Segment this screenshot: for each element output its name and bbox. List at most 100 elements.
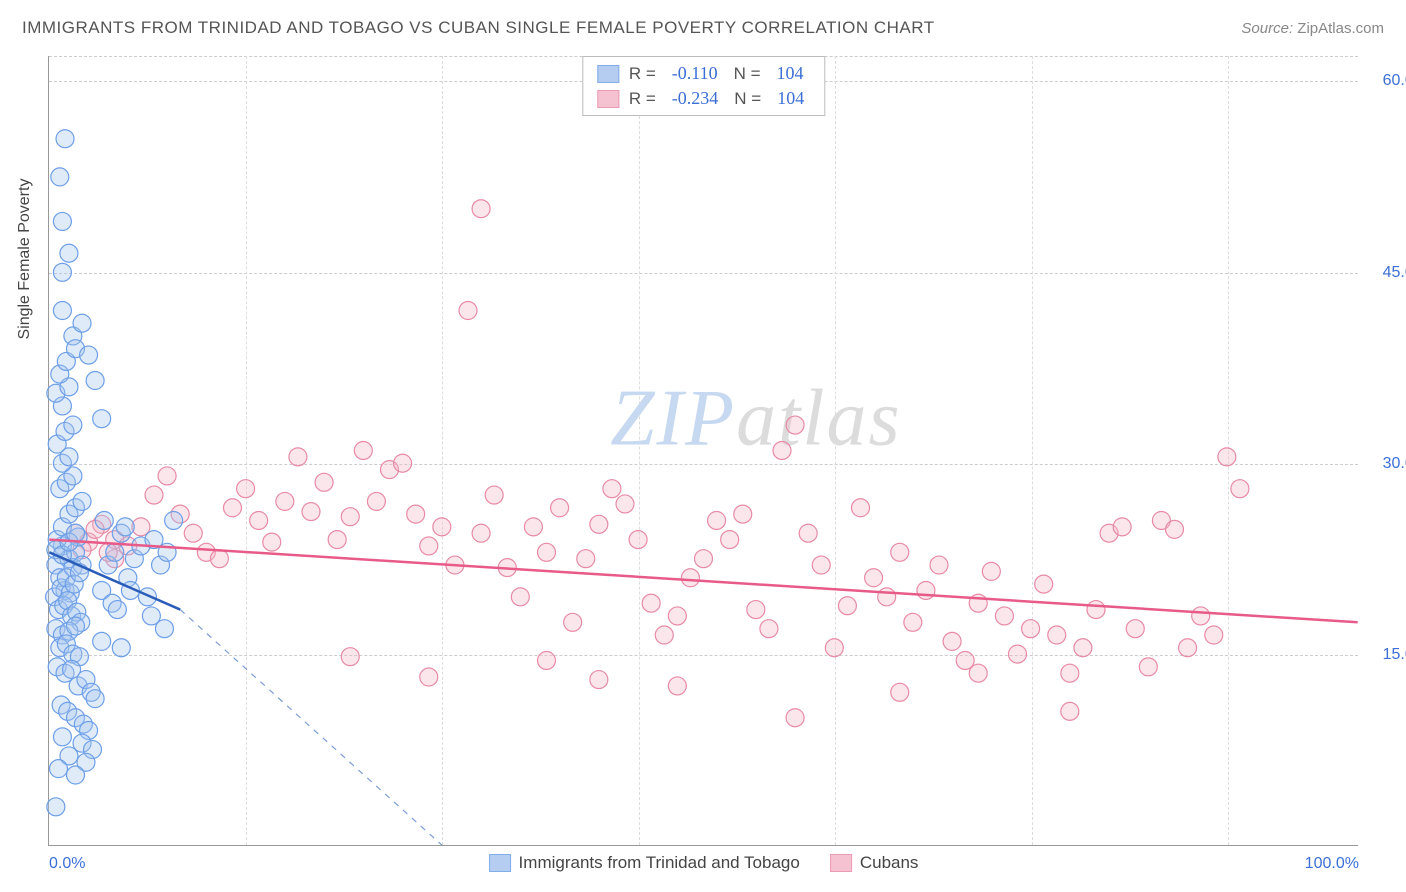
source-label: Source: <box>1241 20 1293 37</box>
source-attribution: Source: ZipAtlas.com <box>1241 20 1384 37</box>
scatter-point <box>224 499 242 517</box>
bottom-legend: Immigrants from Trinidad and Tobago Cuba… <box>489 853 919 873</box>
scatter-plot-svg <box>49 56 1358 845</box>
scatter-point <box>93 410 111 428</box>
scatter-point <box>394 454 412 472</box>
source-value: ZipAtlas.com <box>1297 20 1384 37</box>
swatch-series-0 <box>597 65 619 83</box>
scatter-point <box>47 798 65 816</box>
scatter-point <box>616 495 634 513</box>
scatter-point <box>250 512 268 530</box>
scatter-point <box>878 588 896 606</box>
scatter-point <box>551 499 569 517</box>
scatter-point <box>721 531 739 549</box>
scatter-point <box>812 556 830 574</box>
scatter-point <box>1166 520 1184 538</box>
scatter-point <box>642 594 660 612</box>
scatter-point <box>1048 626 1066 644</box>
x-tick-label: 100.0% <box>1305 855 1359 873</box>
scatter-point <box>210 550 228 568</box>
scatter-point <box>564 613 582 631</box>
scatter-point <box>64 416 82 434</box>
scatter-point <box>53 728 71 746</box>
scatter-point <box>165 512 183 530</box>
stats-row-series-0: R = -0.110 N = 104 <box>597 61 810 86</box>
scatter-point <box>86 372 104 390</box>
y-tick-label: 60.0% <box>1368 72 1406 90</box>
scatter-point <box>865 569 883 587</box>
n-value-1: 104 <box>777 88 804 109</box>
scatter-point <box>524 518 542 536</box>
legend-item-1: Cubans <box>830 853 919 873</box>
scatter-point <box>367 492 385 510</box>
chart-title: IMMIGRANTS FROM TRINIDAD AND TOBAGO VS C… <box>22 18 935 38</box>
scatter-point <box>825 639 843 657</box>
scatter-point <box>734 505 752 523</box>
scatter-point <box>289 448 307 466</box>
scatter-point <box>668 677 686 695</box>
n-label-1: N = <box>734 89 761 109</box>
scatter-point <box>95 512 113 530</box>
scatter-point <box>538 651 556 669</box>
scatter-point <box>459 302 477 320</box>
scatter-point <box>472 524 490 542</box>
scatter-point <box>668 607 686 625</box>
scatter-point <box>472 200 490 218</box>
scatter-point <box>511 588 529 606</box>
trend-line-extrapolation <box>180 610 442 845</box>
scatter-point <box>695 550 713 568</box>
y-axis-title: Single Female Poverty <box>16 179 34 340</box>
scatter-point <box>53 263 71 281</box>
scatter-point <box>112 639 130 657</box>
chart-plot-area: ZIPatlas R = -0.110 N = 104 R = -0.234 N… <box>48 56 1358 846</box>
scatter-point <box>1179 639 1197 657</box>
scatter-point <box>263 533 281 551</box>
r-value-1: -0.234 <box>672 88 719 109</box>
scatter-point <box>747 601 765 619</box>
scatter-point <box>67 766 85 784</box>
scatter-point <box>433 518 451 536</box>
scatter-point <box>158 467 176 485</box>
scatter-point <box>891 543 909 561</box>
scatter-point <box>116 518 134 536</box>
scatter-point <box>943 632 961 650</box>
scatter-point <box>917 581 935 599</box>
scatter-point <box>852 499 870 517</box>
scatter-point <box>1205 626 1223 644</box>
scatter-point <box>590 671 608 689</box>
scatter-point <box>904 613 922 631</box>
scatter-point <box>786 416 804 434</box>
scatter-point <box>420 668 438 686</box>
y-tick-label: 45.0% <box>1368 264 1406 282</box>
scatter-point <box>354 442 372 460</box>
scatter-point <box>838 597 856 615</box>
scatter-point <box>773 442 791 460</box>
stats-legend-box: R = -0.110 N = 104 R = -0.234 N = 104 <box>582 56 825 116</box>
scatter-point <box>1139 658 1157 676</box>
scatter-point <box>982 562 1000 580</box>
scatter-point <box>67 524 85 542</box>
legend-label-0: Immigrants from Trinidad and Tobago <box>519 853 800 873</box>
scatter-point <box>1192 607 1210 625</box>
scatter-point <box>60 244 78 262</box>
scatter-point <box>577 550 595 568</box>
scatter-point <box>276 492 294 510</box>
scatter-point <box>629 531 647 549</box>
stats-row-series-1: R = -0.234 N = 104 <box>597 86 810 111</box>
n-value-0: 104 <box>777 63 804 84</box>
scatter-point <box>155 620 173 638</box>
r-label-0: R = <box>629 64 656 84</box>
x-tick-label: 0.0% <box>49 855 85 873</box>
scatter-point <box>681 569 699 587</box>
legend-label-1: Cubans <box>860 853 919 873</box>
r-value-0: -0.110 <box>672 63 718 84</box>
r-label-1: R = <box>629 89 656 109</box>
scatter-point <box>73 492 91 510</box>
y-tick-label: 30.0% <box>1368 455 1406 473</box>
scatter-point <box>1113 518 1131 536</box>
scatter-point <box>1035 575 1053 593</box>
scatter-point <box>53 212 71 230</box>
scatter-point <box>56 130 74 148</box>
scatter-point <box>1074 639 1092 657</box>
scatter-point <box>1231 480 1249 498</box>
